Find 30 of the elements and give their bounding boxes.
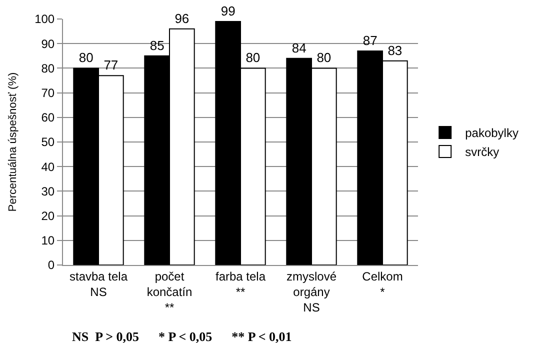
data-label: 83 <box>388 42 402 58</box>
x-tick-label: farba tela ** <box>215 269 266 299</box>
legend-label: svrčky <box>465 145 500 160</box>
data-label: 80 <box>316 50 332 66</box>
y-axis-title: Percentuálna úspešnosť (%) <box>7 72 20 212</box>
x-tick-label: zmyslové orgány NS <box>286 269 337 315</box>
data-label: 96 <box>174 10 190 26</box>
data-label: 87 <box>362 32 378 48</box>
text: NS P > 0,05 * P < 0,05 ** P < 0,01 <box>72 329 292 343</box>
legend-label: pakobylky <box>465 126 518 140</box>
x-tick-label: stavba tela NS <box>69 269 128 299</box>
x-tick-label: počet končatín ** <box>146 269 192 315</box>
data-label: 84 <box>292 40 306 56</box>
data-label: 99 <box>220 3 236 18</box>
y-tick-label: 80 <box>41 61 55 76</box>
y-tick-label: 40 <box>41 160 55 174</box>
y-tick-label: 20 <box>41 209 55 223</box>
y-tick-label: 30 <box>41 184 55 198</box>
y-tick-label: 100 <box>34 12 55 26</box>
x-tick-label: Celkom * <box>362 269 403 299</box>
data-label: 80 <box>246 50 260 66</box>
y-tick-label: 60 <box>41 110 55 125</box>
y-tick-label: 70 <box>41 86 55 100</box>
data-label: 85 <box>150 38 164 53</box>
y-tick-label: 90 <box>41 36 55 51</box>
data-label: 77 <box>104 58 118 73</box>
y-tick-label: 10 <box>41 234 55 248</box>
y-tick-label: 50 <box>41 135 55 150</box>
data-label: 80 <box>78 50 94 66</box>
y-tick-label: 0 <box>48 258 55 272</box>
